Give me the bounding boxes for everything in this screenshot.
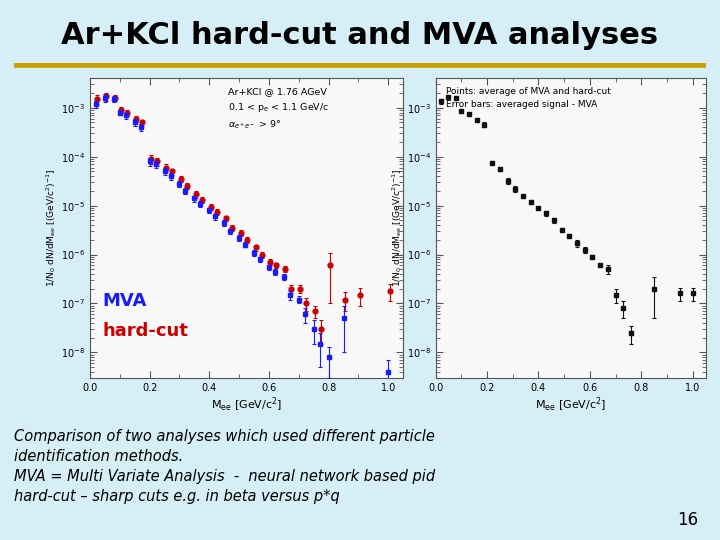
Y-axis label: 1/N$_0$ dN/dM$_{\rm ee}$ [(GeV/c$^2$)$^{-1}$]: 1/N$_0$ dN/dM$_{\rm ee}$ [(GeV/c$^2$)$^{… xyxy=(44,169,58,287)
Text: MVA: MVA xyxy=(102,292,147,310)
Text: 16: 16 xyxy=(678,511,698,529)
Text: Ar+KCl @ 1.76 AGeV
0.1 < p$_{\rm e}$ < 1.1 GeV/c
$\alpha_{e^+e^-}$ > 9°: Ar+KCl @ 1.76 AGeV 0.1 < p$_{\rm e}$ < 1… xyxy=(228,87,329,131)
Text: Points: average of MVA and hard-cut
Error bars: averaged signal - MVA: Points: average of MVA and hard-cut Erro… xyxy=(446,87,611,109)
Y-axis label: 1/N$_0$ dN/dM$_{\rm ee}$ [(GeV/c$^2$)$^{-1}$]: 1/N$_0$ dN/dM$_{\rm ee}$ [(GeV/c$^2$)$^{… xyxy=(390,169,404,287)
Text: Comparison of two analyses which used different particle
identification methods.: Comparison of two analyses which used di… xyxy=(14,429,436,504)
Text: hard-cut: hard-cut xyxy=(102,322,189,340)
Text: Ar+KCl hard-cut and MVA analyses: Ar+KCl hard-cut and MVA analyses xyxy=(61,21,659,50)
X-axis label: M$_{\rm ee}$ [GeV/c$^2$]: M$_{\rm ee}$ [GeV/c$^2$] xyxy=(211,396,282,414)
X-axis label: M$_{\rm ee}$ [GeV/c$^2$]: M$_{\rm ee}$ [GeV/c$^2$] xyxy=(535,396,606,414)
